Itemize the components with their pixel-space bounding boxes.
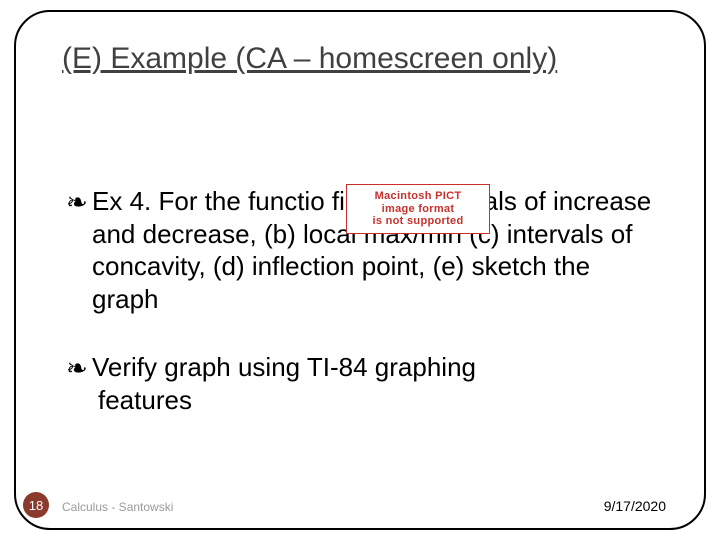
footer-left: Calculus - Santowski: [62, 500, 173, 514]
slide-number-badge: 18: [23, 492, 49, 518]
paragraph-2-line2: features: [98, 385, 192, 415]
bullet-icon: ❧: [66, 353, 92, 386]
bullet-icon: ❧: [66, 187, 92, 220]
pict-line3: is not supported: [373, 215, 464, 227]
pict-line2: image format: [382, 203, 455, 215]
footer-date: 9/17/2020: [604, 498, 666, 514]
slide: (E) Example (CA – homescreen only) ❧ Ex …: [0, 0, 720, 540]
paragraph-2-line1: Verify graph using TI-84 graphing: [92, 352, 476, 382]
pict-placeholder: Macintosh PICT image format is not suppo…: [346, 184, 490, 234]
pict-line1: Macintosh PICT: [375, 190, 462, 202]
slide-title: (E) Example (CA – homescreen only): [62, 42, 658, 77]
paragraph-2: ❧ Verify graph using TI-84 graphing feat…: [92, 351, 660, 416]
